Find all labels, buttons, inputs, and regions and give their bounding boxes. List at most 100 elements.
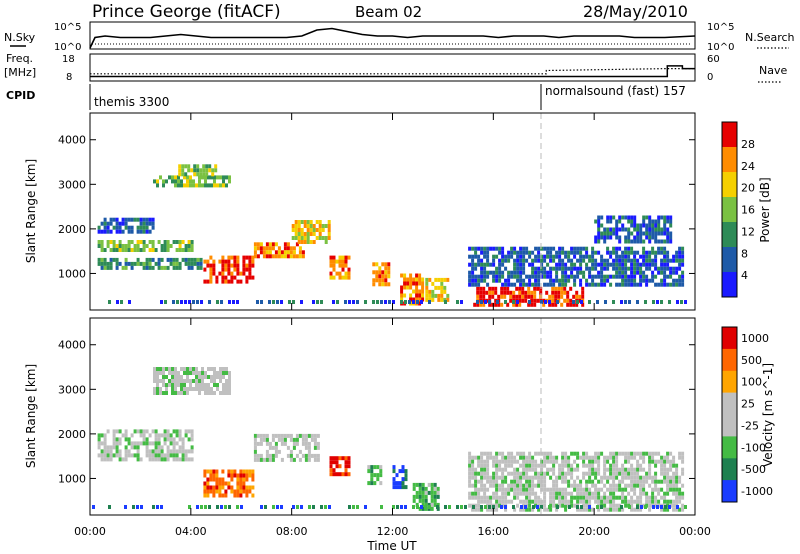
x-tick-label: 12:00	[377, 525, 409, 538]
scale-box	[722, 272, 737, 298]
scale-tick-label: 100	[741, 376, 762, 389]
data-region-11	[425, 277, 450, 302]
plot-title: Prince George (fitACF)	[92, 2, 281, 22]
power-scale-label: Power [dB]	[758, 177, 772, 242]
freq-series	[90, 65, 695, 78]
y-tick-label: 4000	[58, 339, 86, 352]
freq-left-tick-top: 18	[62, 54, 75, 65]
data-region-8	[329, 255, 351, 280]
y-tick-label: 1000	[58, 267, 86, 280]
nave-label: Nave	[759, 64, 787, 77]
x-tick-label: 00:00	[679, 525, 711, 538]
power-data-cells	[97, 164, 687, 307]
date-label: 28/May/2010	[583, 2, 688, 21]
scale-tick-label: 12	[741, 225, 755, 238]
noise-sky-label: N.Sky	[4, 31, 36, 44]
scale-box	[722, 327, 737, 350]
x-tick-label: 04:00	[175, 525, 207, 538]
cpid-mode-themis: themis 3300	[94, 95, 169, 109]
beam-label: Beam 02	[355, 3, 422, 21]
scale-box	[722, 392, 737, 415]
noise-left-tick-top: 10^5	[54, 22, 81, 33]
cpid-mode-normalsound: normalsound (fast) 157	[545, 84, 686, 98]
ground-scatter-row	[108, 300, 687, 304]
data-region-4	[178, 164, 218, 177]
velocity-data-cells	[92, 367, 687, 512]
scale-tick-label: 20	[741, 182, 755, 195]
scale-tick-label: 16	[741, 204, 755, 217]
y-tick-label: 3000	[58, 178, 86, 191]
data-region-7	[291, 220, 331, 244]
x-axis-ticks: 00:00 04:00 08:00 12:00 16:00 20:00 00:00	[74, 113, 711, 538]
noise-left-tick-bottom: 10^0	[54, 42, 81, 53]
y-tick-label: 4000	[58, 134, 86, 147]
cpid-label: CPID	[6, 89, 35, 102]
data-region-14	[594, 215, 673, 244]
x-tick-label: 16:00	[477, 525, 509, 538]
scale-box	[722, 370, 737, 394]
nave-series	[90, 67, 695, 75]
power-color-scale: 4 8 12 16 20 24 28 Power [dB]	[721, 121, 772, 298]
velocity-y-ticks: 1000 2000 3000 4000	[58, 339, 695, 485]
ground-scatter-row	[92, 505, 687, 509]
data-region-5	[367, 465, 383, 486]
freq-panel-frame	[89, 53, 696, 82]
scale-box	[722, 480, 737, 503]
data-region-9	[372, 262, 391, 287]
nave-right-tick-top: 60	[707, 54, 720, 65]
nave-right-tick-bottom: 0	[707, 72, 713, 83]
data-region-3	[153, 175, 231, 188]
power-y-ticks: 1000 2000 3000 4000	[58, 134, 695, 280]
scale-box	[722, 197, 737, 223]
scale-box	[722, 247, 737, 273]
data-region-6	[253, 242, 305, 259]
scale-box	[722, 147, 737, 173]
scale-box	[722, 172, 737, 198]
cpid-strip: CPID themis 3300 normalsound (fast) 157	[6, 84, 686, 110]
noise-right-tick-bottom: 10^0	[707, 42, 734, 53]
power-panel: 1000 2000 3000 4000 Slant Range [km]	[24, 112, 696, 311]
noise-panel-frame	[89, 21, 696, 50]
scale-tick-label: 4	[741, 269, 748, 282]
data-region-6	[392, 465, 408, 490]
scale-tick-label: -1000	[741, 485, 773, 498]
scale-tick-label: -100	[741, 441, 766, 454]
data-region-0	[97, 217, 155, 234]
noise-right-tick-top: 10^5	[707, 22, 734, 33]
freq-unit-label: [MHz]	[4, 66, 36, 79]
freq-panel: Freq. [MHz] 18 8 60 0 Nave	[4, 52, 787, 83]
velocity-y-axis-label: Slant Range [km]	[24, 364, 38, 468]
scale-tick-label: 8	[741, 247, 748, 260]
data-region-2	[97, 257, 203, 270]
x-axis-label: Time UT	[366, 539, 417, 553]
scale-box	[722, 458, 737, 481]
data-region-7	[412, 482, 440, 511]
x-tick-label: 08:00	[276, 525, 308, 538]
data-region-3	[253, 433, 320, 462]
y-tick-label: 3000	[58, 383, 86, 396]
velocity-scale-label: Velocity [m s^-1]	[761, 363, 775, 467]
noise-search-label: N.Search	[745, 31, 795, 44]
data-region-13	[468, 246, 685, 287]
scale-box	[722, 222, 737, 248]
velocity-panel: 1000 2000 3000 4000 Slant Range [km]	[24, 317, 696, 516]
y-tick-label: 2000	[58, 223, 86, 236]
data-region-4	[329, 456, 351, 477]
scale-tick-label: 500	[741, 354, 762, 367]
data-region-1	[97, 240, 194, 252]
scale-box	[722, 414, 737, 437]
scale-tick-label: 25	[741, 398, 755, 411]
x-tick-label: 20:00	[578, 525, 610, 538]
scale-tick-label: 1000	[741, 332, 769, 345]
scale-tick-label: 24	[741, 160, 755, 173]
noise-sky-series	[89, 27, 696, 49]
noise-panel: N.Sky 10^5 10^0 10^5 10^0 N.Search	[4, 21, 795, 53]
freq-left-tick-bottom: 8	[66, 72, 72, 83]
data-region-2	[203, 469, 255, 498]
scale-tick-label: 28	[741, 138, 755, 151]
scale-box	[722, 122, 737, 148]
x-tick-label: 00:00	[74, 525, 106, 538]
data-region-1	[153, 367, 231, 395]
data-region-0	[97, 429, 194, 462]
